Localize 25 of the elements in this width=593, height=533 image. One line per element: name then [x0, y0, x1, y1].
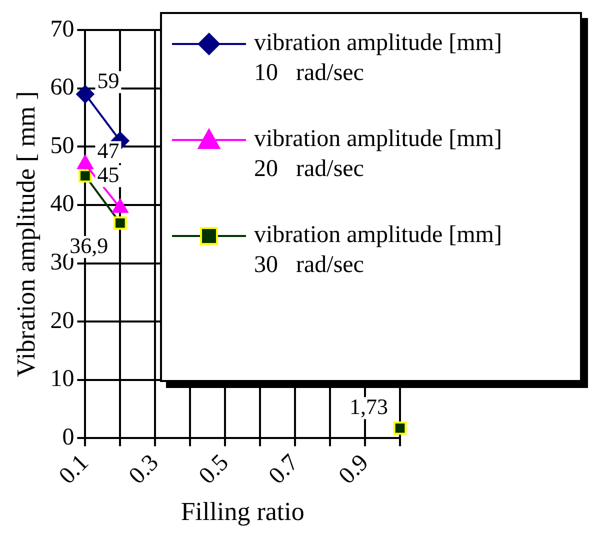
- y-tick-label: 0: [62, 424, 74, 451]
- y-tick-label: 40: [50, 191, 74, 218]
- x-tick-label: 0.9: [334, 450, 374, 490]
- data-label: 47: [97, 138, 120, 163]
- x-tick-label: 0.1: [54, 450, 94, 490]
- x-tick-label: 0.3: [124, 450, 164, 490]
- point: [114, 216, 127, 230]
- y-tick-label: 10: [50, 366, 74, 392]
- y-axis-title: Vibration amplitude [ mm ]: [11, 91, 40, 378]
- legend-label: vibration amplitude [mm] 10 rad/sec: [254, 29, 503, 88]
- legend-label: vibration amplitude [mm] 20 rad/sec: [254, 125, 503, 184]
- legend-label: vibration amplitude [mm] 30 rad/sec: [254, 221, 503, 280]
- x-axis-title: Filling ratio: [180, 497, 304, 526]
- y-tick-label: 20: [50, 308, 74, 334]
- data-label: 59: [97, 68, 120, 93]
- data-label: 1,73: [350, 394, 388, 419]
- point: [78, 169, 92, 182]
- x-tick-label: 0.7: [264, 450, 304, 490]
- data-label: 45: [97, 162, 120, 187]
- y-tick-label: 50: [50, 132, 74, 159]
- point: [76, 85, 94, 104]
- y-tick-label: 70: [50, 16, 74, 42]
- x-tick-label: 0.5: [194, 450, 234, 490]
- y-tick-label: 60: [50, 74, 74, 101]
- point: [393, 421, 407, 435]
